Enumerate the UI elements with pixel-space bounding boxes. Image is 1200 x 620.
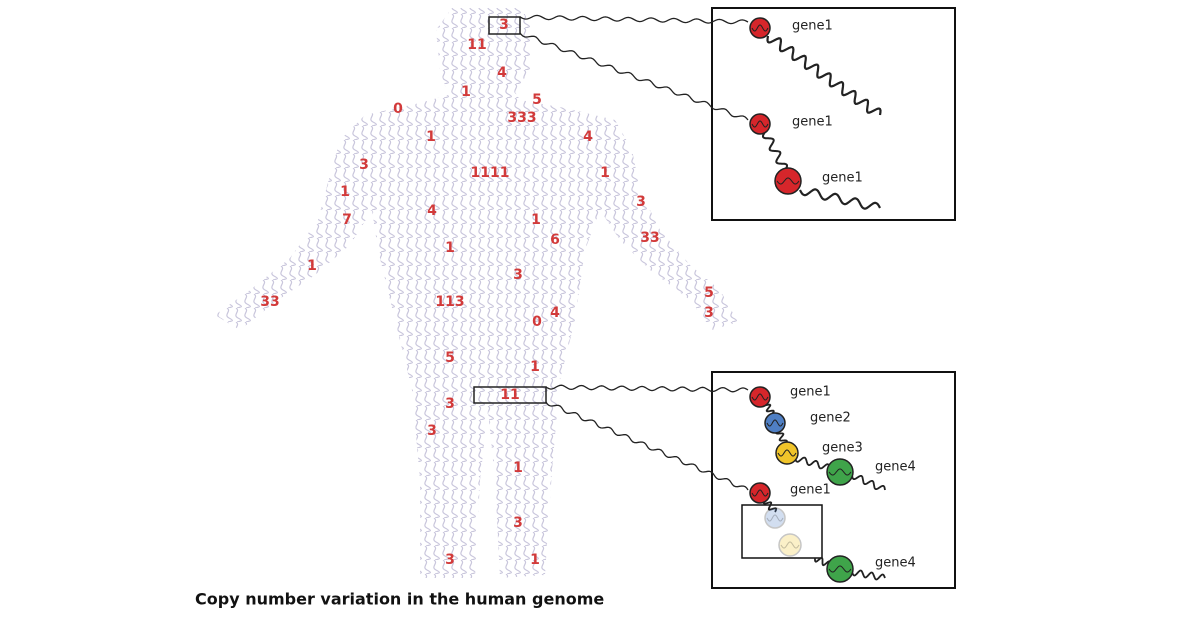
gene-helix	[751, 120, 769, 128]
gene-label: gene4	[875, 460, 916, 475]
body-silhouette	[215, 8, 738, 578]
gene-circle	[749, 386, 771, 408]
gene-circle	[775, 441, 799, 465]
copy-number: 0	[532, 314, 542, 330]
copy-number: 3	[636, 194, 646, 210]
strand	[766, 35, 882, 116]
strand	[545, 384, 749, 393]
gene-helix	[777, 449, 797, 457]
gene-helix	[776, 177, 800, 185]
gene-circle	[749, 113, 771, 135]
gene-helix	[751, 489, 769, 497]
copy-number: 3	[499, 17, 509, 33]
gene-label: gene1	[790, 385, 831, 400]
copy-number: 33	[260, 294, 279, 310]
strand	[519, 14, 749, 25]
copy-number: 3	[704, 305, 714, 321]
gene-circle	[749, 17, 771, 39]
copy-number: 3	[427, 423, 437, 439]
gene-label: gene1	[792, 19, 833, 34]
strand	[794, 456, 831, 470]
gene-label: gene1	[792, 115, 833, 130]
copy-number: 1	[530, 552, 540, 568]
copy-number: 1	[530, 359, 540, 375]
copy-number: 1	[600, 165, 610, 181]
copy-number: 5	[532, 92, 542, 108]
copy-number: 3	[513, 267, 523, 283]
gene-helix	[766, 514, 784, 522]
highlight-box-top	[488, 16, 521, 35]
copy-number: 1	[307, 258, 317, 274]
copy-number: 0	[393, 101, 403, 117]
gene-circle	[826, 555, 854, 583]
caption: Copy number variation in the human genom…	[195, 590, 604, 609]
strand	[762, 131, 788, 171]
gene-circle	[774, 167, 802, 195]
gene-label: gene2	[810, 411, 851, 426]
genes: gene1 gene1 gene1 gene1 gene2 gene3 gene4 gene1…	[749, 17, 916, 583]
strand	[762, 499, 778, 513]
copy-number: 1	[340, 184, 350, 200]
gene-label: gene3	[822, 441, 863, 456]
copy-number: 4	[427, 203, 437, 219]
copy-number: 333	[507, 110, 536, 126]
copy-number: 7	[342, 212, 352, 228]
gene-helix	[828, 468, 852, 476]
gene-label: gene1	[822, 171, 863, 186]
gene-helix	[751, 24, 769, 32]
copy-number: 4	[583, 129, 593, 145]
copy-number: 1	[513, 460, 523, 476]
copy-number: 3	[445, 396, 455, 412]
copy-number: 6	[550, 232, 560, 248]
copy-number: 5	[704, 285, 714, 301]
copy-number: 11	[500, 387, 519, 403]
copy-number: 1	[426, 129, 436, 145]
gene-helix	[751, 393, 769, 401]
copy-number: 1	[531, 212, 541, 228]
copy-number: 3	[513, 515, 523, 531]
deleted-region-box	[741, 504, 823, 559]
copy-number: 1	[445, 240, 455, 256]
strand	[545, 401, 749, 491]
strand	[851, 474, 886, 491]
gene-helix	[780, 541, 800, 549]
gene-circle	[778, 533, 802, 557]
copy-number: 1	[461, 84, 471, 100]
gene-circle	[764, 507, 786, 529]
gene-helix	[828, 565, 852, 573]
gene-helix	[766, 419, 784, 427]
strand	[519, 32, 749, 121]
copy-number: 11	[467, 37, 486, 53]
strand	[851, 569, 886, 581]
gene-label: gene4	[875, 556, 916, 571]
gene-label: gene1	[790, 483, 831, 498]
connectors	[519, 14, 886, 581]
copy-number: 4	[550, 305, 560, 321]
gene-circle	[749, 482, 771, 504]
copy-number: 113	[435, 294, 464, 310]
copy-number: 4	[497, 65, 507, 81]
copy-number: 3	[445, 552, 455, 568]
gene-circle	[826, 458, 854, 486]
copy-number: 5	[445, 350, 455, 366]
zoom-box-top	[711, 7, 956, 221]
copy-number: 33	[640, 230, 659, 246]
copy-number: 3	[359, 157, 369, 173]
copy-number: 1111	[471, 165, 510, 181]
strand	[799, 188, 881, 210]
highlight-box-bottom	[473, 386, 547, 404]
gene-circle	[764, 412, 786, 434]
